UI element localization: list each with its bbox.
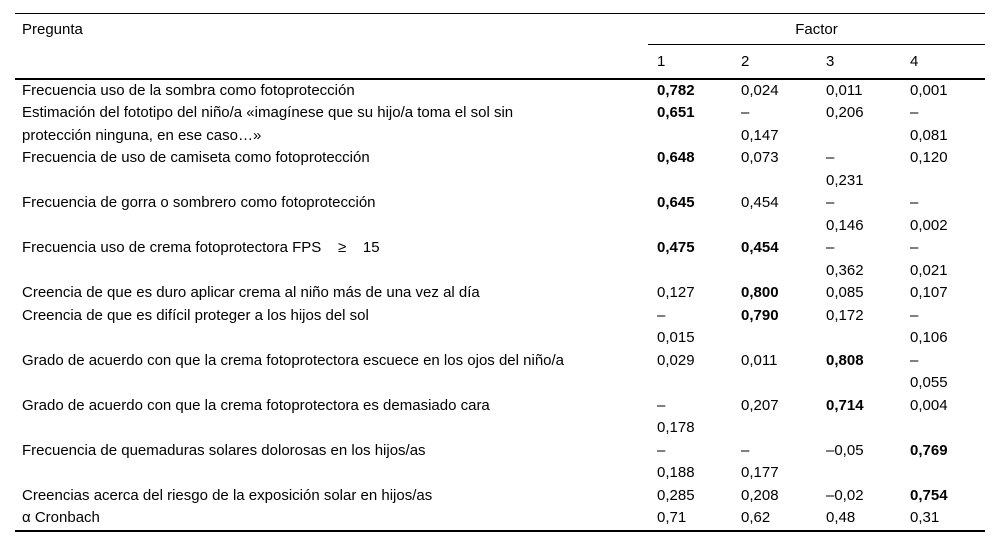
factor4-value: 0,107 bbox=[910, 284, 948, 301]
factor3-value: 0,172 bbox=[826, 306, 864, 324]
table-row: Creencias acerca del riesgo de la exposi… bbox=[15, 485, 985, 508]
table-header: Pregunta Factor 1 2 3 4 bbox=[15, 13, 986, 80]
factor4-value: 0,769 bbox=[910, 441, 948, 459]
factor1-value: – 0,015 bbox=[657, 306, 695, 347]
factor2-value: 0,024 bbox=[741, 81, 779, 99]
factor2-value: 0,454 bbox=[741, 239, 779, 256]
table-row: Grado de acuerdo con que la crema fotopr… bbox=[15, 350, 985, 395]
table-row: Creencia de que es difícil proteger a lo… bbox=[15, 305, 985, 350]
factor4-value: 0,001 bbox=[910, 81, 948, 99]
factor1-value: 0,645 bbox=[657, 194, 695, 211]
factor2-value: – 0,177 bbox=[741, 441, 779, 482]
factor3-value: 0,808 bbox=[826, 351, 864, 369]
factor4-value: – 0,081 bbox=[910, 104, 948, 144]
factor1-value: 0,127 bbox=[657, 284, 695, 301]
factor2-value: – 0,147 bbox=[741, 104, 779, 144]
question-cell: Grado de acuerdo con que la crema fotopr… bbox=[22, 396, 490, 414]
column-group-factor: Factor bbox=[648, 13, 986, 45]
question-cell: Frecuencia uso de la sombra como fotopro… bbox=[22, 81, 355, 99]
table-row: Creencia de que es duro aplicar crema al… bbox=[15, 282, 985, 305]
question-cell: Grado de acuerdo con que la crema fotopr… bbox=[22, 351, 565, 369]
column-header-empty bbox=[15, 44, 648, 80]
factor3-value: 0,085 bbox=[826, 284, 864, 301]
factor2-value: 0,011 bbox=[741, 351, 778, 369]
factor1-value: 0,651 bbox=[657, 104, 695, 121]
table-row: Frecuencia de quemaduras solares doloros… bbox=[15, 440, 985, 485]
table-row-cronbach: α Cronbach 0,71 0,62 0,48 0,31 bbox=[15, 507, 985, 531]
factor2-value: 0,208 bbox=[741, 486, 779, 504]
factor1-value: – 0,178 bbox=[657, 396, 695, 437]
factor1-value: 0,782 bbox=[657, 81, 695, 99]
factor3-value: 0,206 bbox=[826, 104, 864, 121]
question-cell: α Cronbach bbox=[22, 509, 100, 526]
header-group-row: Pregunta Factor bbox=[15, 13, 986, 45]
factor3-value: – 0,231 bbox=[826, 149, 864, 189]
table-row: Frecuencia de gorra o sombrero como foto… bbox=[15, 192, 985, 237]
factor-analysis-table: Pregunta Factor 1 2 3 4 Frecuencia uso d… bbox=[15, 13, 986, 532]
factor4-value: 0,31 bbox=[910, 509, 940, 526]
factor2-value: 0,800 bbox=[741, 284, 779, 301]
factor3-value: – 0,362 bbox=[826, 239, 864, 279]
question-cell: Creencia de que es difícil proteger a lo… bbox=[22, 306, 369, 324]
question-cell: Frecuencia de quemaduras solares doloros… bbox=[22, 441, 426, 459]
factor3-value: –0,05 bbox=[826, 441, 864, 459]
factor4-value: – 0,055 bbox=[910, 351, 948, 392]
table-row: Estimación del fototipo del niño/a «imag… bbox=[15, 102, 985, 147]
factor-column-2: 2 bbox=[732, 44, 817, 80]
question-cell: Frecuencia uso de crema fotoprotectora F… bbox=[22, 239, 380, 256]
table-body: Frecuencia uso de la sombra como fotopro… bbox=[15, 79, 985, 531]
factor4-value: – 0,021 bbox=[910, 239, 948, 279]
factor-column-1: 1 bbox=[648, 44, 732, 80]
factor-column-3: 3 bbox=[817, 44, 901, 80]
factor3-value: 0,714 bbox=[826, 396, 864, 414]
factor1-value: – 0,188 bbox=[657, 441, 695, 482]
factor2-value: 0,790 bbox=[741, 306, 779, 324]
table-row: Grado de acuerdo con que la crema fotopr… bbox=[15, 395, 985, 440]
factor1-value: 0,648 bbox=[657, 149, 695, 166]
factor3-value: –0,02 bbox=[826, 486, 864, 504]
factor4-value: – 0,106 bbox=[910, 306, 948, 347]
factor2-value: 0,454 bbox=[741, 194, 779, 211]
question-cell: Creencia de que es duro aplicar crema al… bbox=[22, 284, 480, 301]
factor4-value: 0,004 bbox=[910, 396, 948, 414]
question-cell: Frecuencia de uso de camiseta como fotop… bbox=[22, 149, 370, 166]
factor-column-4: 4 bbox=[901, 44, 986, 80]
header-factor-numbers-row: 1 2 3 4 bbox=[15, 44, 986, 80]
factor3-value: 0,48 bbox=[826, 509, 856, 526]
table-row: Frecuencia de uso de camiseta como fotop… bbox=[15, 147, 985, 192]
table-row: Frecuencia uso de la sombra como fotopro… bbox=[15, 79, 985, 103]
factor4-value: 0,120 bbox=[910, 149, 948, 166]
factor1-value: 0,285 bbox=[657, 486, 695, 504]
factor2-value: 0,62 bbox=[741, 509, 771, 526]
table-row: Frecuencia uso de crema fotoprotectora F… bbox=[15, 237, 985, 282]
factor3-value: 0,011 bbox=[826, 81, 863, 99]
factor4-value: 0,754 bbox=[910, 486, 948, 504]
factor2-value: 0,207 bbox=[741, 396, 779, 414]
column-header-pregunta: Pregunta bbox=[22, 20, 83, 38]
factor2-value: 0,073 bbox=[741, 149, 779, 166]
question-cell: Creencias acerca del riesgo de la exposi… bbox=[22, 486, 433, 504]
factor3-value: – 0,146 bbox=[826, 194, 864, 234]
factor-analysis-table-container: Pregunta Factor 1 2 3 4 Frecuencia uso d… bbox=[15, 13, 986, 532]
factor1-value: 0,475 bbox=[657, 239, 695, 256]
question-cell: Estimación del fototipo del niño/a «imag… bbox=[22, 104, 514, 144]
factor4-value: – 0,002 bbox=[910, 194, 948, 234]
factor1-value: 0,029 bbox=[657, 351, 695, 369]
factor1-value: 0,71 bbox=[657, 509, 687, 526]
question-cell: Frecuencia de gorra o sombrero como foto… bbox=[22, 194, 376, 211]
